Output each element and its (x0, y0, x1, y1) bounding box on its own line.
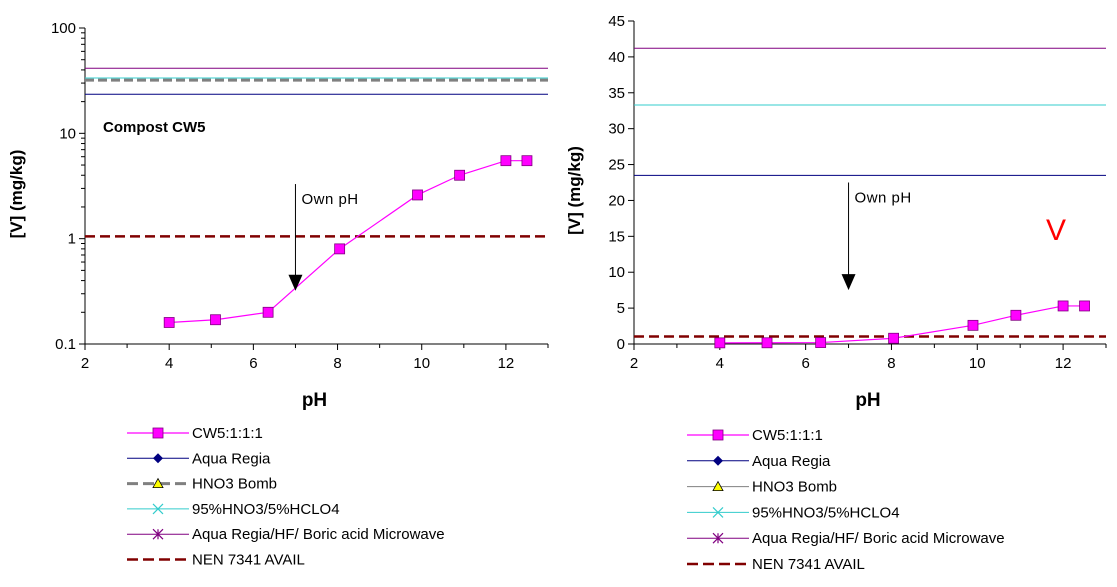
chart-0-x-tick-label: 4 (165, 355, 173, 372)
chart-0-x-tick-label: 2 (81, 355, 89, 372)
chart-1-x-tick-label: 12 (1055, 355, 1072, 372)
chart-1-legend-marker (713, 455, 723, 466)
chart-1-data-point (714, 337, 726, 349)
chart-1-legend-label: 95%HNO3/5%HCLO4 (752, 504, 900, 521)
chart-0-y-tick-label: 100 (51, 20, 76, 37)
chart-1-x-tick-label: 4 (716, 355, 724, 372)
chart-0-legend-label: Aqua Regia (192, 450, 271, 467)
chart-0-legend-label: CW5:1:1:1 (192, 425, 263, 442)
chart-0-x-tick-label: 12 (498, 355, 515, 372)
chart-0-y-tick-label: 0.1 (55, 336, 76, 353)
chart-1-legend-label: NEN 7341 AVAIL (752, 556, 865, 573)
chart-0-x-tick-label: 8 (333, 355, 341, 372)
chart-0-arrow-head (288, 274, 303, 291)
chart-1-arrow-head (841, 274, 856, 291)
chart-1-y-tick-label: 10 (608, 264, 625, 281)
chart-0-panel-note: Compost CW5 (103, 119, 206, 136)
chart-0-data-point (163, 317, 175, 328)
chart-0-legend-label: 95%HNO3/5%HCLO4 (192, 501, 340, 518)
chart-1-x-tick-label: 6 (801, 355, 809, 372)
chart-1-y-tick-label: 0 (617, 336, 625, 353)
chart-0-data-point (454, 169, 466, 181)
chart-1-data-point (1079, 300, 1090, 312)
chart-1-data-point (1057, 300, 1069, 312)
chart-0-data-point (262, 306, 274, 318)
chart-1-data-point (888, 332, 900, 344)
chart-1-legend-marker (712, 532, 724, 544)
chart-1-x-tick-label: 8 (887, 355, 895, 372)
chart-0-x-tick-label: 6 (249, 355, 257, 372)
chart-1-series-line (719, 305, 1085, 344)
chart-1-data-point (1010, 309, 1022, 321)
chart-1-y-axis-label: [V] (mg/kg) (565, 146, 584, 235)
chart-1-legend-marker (712, 506, 724, 518)
chart-0-legend-marker (152, 477, 164, 488)
chart-0-data-point (500, 155, 512, 167)
chart-0-data-point (412, 189, 423, 201)
chart-0-y-tick-label: 10 (59, 125, 76, 142)
chart-1-x-tick-label: 2 (630, 355, 638, 372)
chart-0-legend-marker (152, 528, 164, 540)
chart-1-data-point (815, 337, 827, 348)
chart-0-legend-label: Aqua Regia/HF/ Boric acid Microwave (192, 526, 445, 543)
chart-1-y-tick-label: 5 (617, 300, 625, 317)
chart-1-panel-note: V (1046, 214, 1066, 247)
chart-1-y-tick-label: 30 (608, 121, 625, 138)
chart-1-data-point (761, 337, 773, 349)
chart-0-data-point (334, 243, 346, 255)
right-chart: 2 4 6 8 10 12 0 5 10 15 20 25 30 35 40 45 pH [V] (mg/kg) O… (565, 13, 1107, 573)
chart-1-x-axis-label: pH (855, 390, 880, 411)
chart-0-legend-marker (153, 453, 163, 464)
chart-1-legend-marker (712, 429, 724, 441)
chart-0-series-line (169, 160, 527, 324)
chart-0-legend-marker (152, 427, 164, 439)
chart-1-y-tick-label: 15 (608, 228, 625, 245)
chart-0-legend-label: HNO3 Bomb (192, 476, 277, 493)
chart-1-arrow-label: Own pH (855, 190, 912, 207)
chart-0-arrow-label: Own pH (301, 191, 358, 208)
chart-1-y-tick-label: 40 (608, 49, 625, 66)
chart-1-y-tick-label: 35 (608, 85, 625, 102)
chart-1-legend-label: CW5:1:1:1 (752, 427, 823, 444)
chart-1-x-tick-label: 10 (969, 355, 986, 372)
chart-0-x-axis-label: pH (302, 390, 327, 411)
chart-1-y-tick-label: 45 (608, 13, 625, 30)
chart-0-data-point (210, 314, 221, 326)
chart-1-legend-marker (712, 480, 724, 491)
left-chart: 2 4 6 8 10 12 0.1 1 10 100 pH [V] (mg/kg) Own pH Comp… (7, 20, 549, 569)
chart-0-legend-label: NEN 7341 AVAIL (192, 552, 305, 569)
chart-1-legend-label: HNO3 Bomb (752, 479, 837, 496)
chart-0-legend-marker (152, 503, 164, 515)
chart-1-legend-label: Aqua Regia (752, 453, 831, 470)
chart-1-data-point (967, 319, 979, 331)
chart-1-y-tick-label: 20 (608, 192, 625, 209)
chart-0-x-tick-label: 10 (413, 355, 430, 372)
chart-0-data-point (521, 155, 533, 167)
chart-0-y-tick-label: 1 (68, 231, 76, 248)
chart-1-legend-label: Aqua Regia/HF/ Boric acid Microwave (752, 530, 1005, 547)
chart-0-y-axis-label: [V] (mg/kg) (7, 150, 26, 239)
chart-1-y-tick-label: 25 (608, 157, 625, 174)
